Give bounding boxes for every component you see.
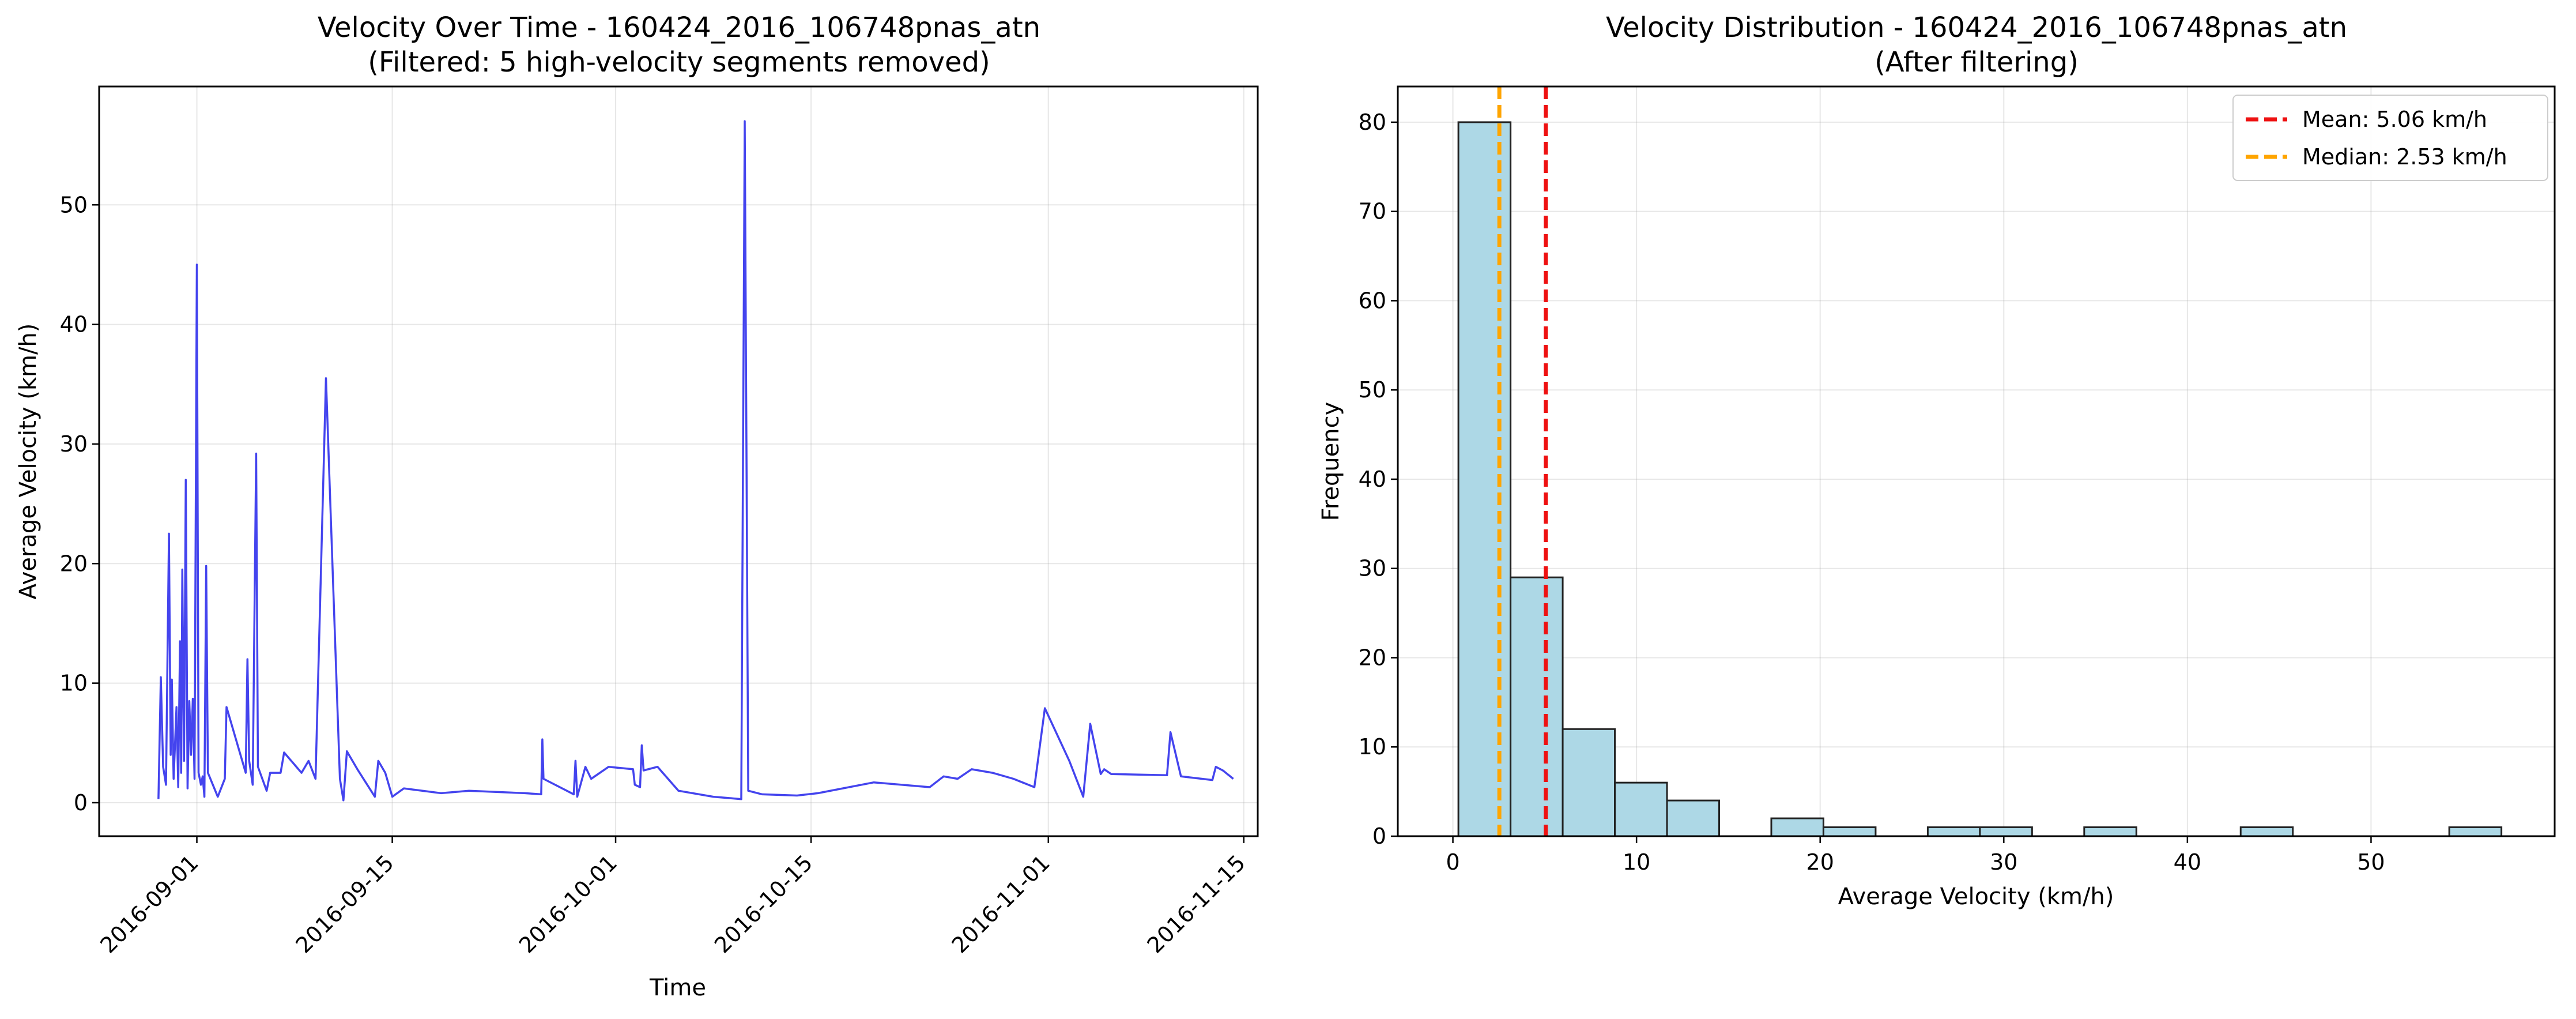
line-chart-xtick-label: 2016-11-01 bbox=[947, 850, 1055, 958]
histogram-xlabel: Average Velocity (km/h) bbox=[1838, 883, 2114, 910]
histogram-bar bbox=[1770, 817, 1824, 837]
line-chart-title: Velocity Over Time - 160424_2016_106748p… bbox=[318, 12, 1040, 44]
histogram-xtick-label: 0 bbox=[1446, 849, 1459, 875]
histogram-xtick-label: 40 bbox=[2174, 849, 2201, 875]
line-chart-xlabel: Time bbox=[649, 975, 706, 1001]
histogram-xtick-label: 10 bbox=[1623, 849, 1650, 875]
line-chart-frame bbox=[98, 85, 1259, 837]
line-chart-ticks: 2016-09-01 2016-09-15 2016-10-01 2016-10-15… bbox=[60, 192, 1250, 958]
histogram-bar bbox=[1979, 826, 2033, 837]
line-chart-ytick-label: 20 bbox=[60, 551, 88, 576]
line-chart-ytick-label: 0 bbox=[74, 790, 88, 815]
line-chart-ylabel: Average Velocity (km/h) bbox=[15, 324, 42, 600]
histogram-ylabel: Frequency bbox=[1318, 402, 1344, 521]
histogram-xtick-label: 50 bbox=[2357, 849, 2385, 875]
histogram-subtitle: (After filtering) bbox=[1875, 46, 2079, 78]
histogram-legend: Mean: 5.06 km/h Median: 2.53 km/h bbox=[2232, 95, 2548, 181]
histogram-ytick-label: 40 bbox=[1359, 467, 1386, 492]
histogram-ytick-label: 50 bbox=[1359, 377, 1386, 403]
histogram-bars bbox=[1457, 121, 2503, 837]
line-chart-ytick-label: 40 bbox=[60, 312, 88, 337]
histogram-bar bbox=[2239, 826, 2294, 837]
histogram-ytick-label: 80 bbox=[1359, 110, 1386, 135]
legend-mean-label: Mean: 5.06 km/h bbox=[2302, 107, 2487, 132]
histogram-bar bbox=[1562, 728, 1616, 837]
histogram-bar bbox=[1822, 826, 1877, 837]
line-chart-grid bbox=[99, 87, 1258, 836]
histogram-bar bbox=[1666, 799, 1720, 837]
histogram-ticks: 0 10 20 30 40 50 0 10 20 30 40 50 60 70 80 bbox=[1359, 110, 2385, 875]
line-chart-xtick-label: 2016-10-01 bbox=[514, 850, 622, 958]
legend-median-label: Median: 2.53 km/h bbox=[2302, 144, 2507, 170]
line-chart-ytick-label: 50 bbox=[60, 192, 88, 217]
line-chart-xtick-label: 2016-09-01 bbox=[95, 850, 203, 958]
histogram-frame bbox=[1397, 85, 2556, 837]
histogram-reference-lines bbox=[1497, 87, 1548, 836]
histogram-ytick-label: 30 bbox=[1359, 556, 1386, 581]
histogram-bar bbox=[2448, 826, 2503, 837]
line-chart-panel: Velocity Over Time - 160424_2016_106748p… bbox=[15, 12, 1259, 1001]
histogram-ytick-label: 60 bbox=[1359, 288, 1386, 313]
histogram-title: Velocity Distribution - 160424_2016_1067… bbox=[1606, 12, 2347, 44]
histogram-panel: Velocity Distribution - 160424_2016_1067… bbox=[1318, 12, 2556, 910]
histogram-bar bbox=[1510, 576, 1564, 837]
histogram-bar bbox=[1926, 826, 1981, 837]
histogram-xtick-label: 20 bbox=[1806, 849, 1834, 875]
histogram-ytick-label: 20 bbox=[1359, 645, 1386, 670]
histogram-ytick-label: 10 bbox=[1359, 734, 1386, 759]
line-chart-subtitle: (Filtered: 5 high-velocity segments remo… bbox=[368, 46, 990, 78]
line-chart-xtick-label: 2016-09-15 bbox=[291, 850, 398, 958]
histogram-bar bbox=[1457, 121, 1512, 837]
line-chart-ytick-label: 10 bbox=[60, 671, 88, 696]
histogram-grid bbox=[1398, 87, 2555, 837]
line-chart-xtick-label: 2016-10-15 bbox=[710, 850, 817, 958]
histogram-xtick-label: 30 bbox=[1990, 849, 2017, 875]
line-chart-ytick-label: 30 bbox=[60, 431, 88, 457]
velocity-series-line bbox=[157, 120, 1234, 802]
legend-box bbox=[2232, 95, 2548, 181]
histogram-bar bbox=[1614, 781, 1668, 837]
histogram-ytick-label: 70 bbox=[1359, 199, 1386, 224]
line-chart-xtick-label: 2016-11-15 bbox=[1142, 850, 1250, 958]
histogram-bar bbox=[2083, 826, 2137, 837]
histogram-ytick-label: 0 bbox=[1372, 824, 1386, 849]
